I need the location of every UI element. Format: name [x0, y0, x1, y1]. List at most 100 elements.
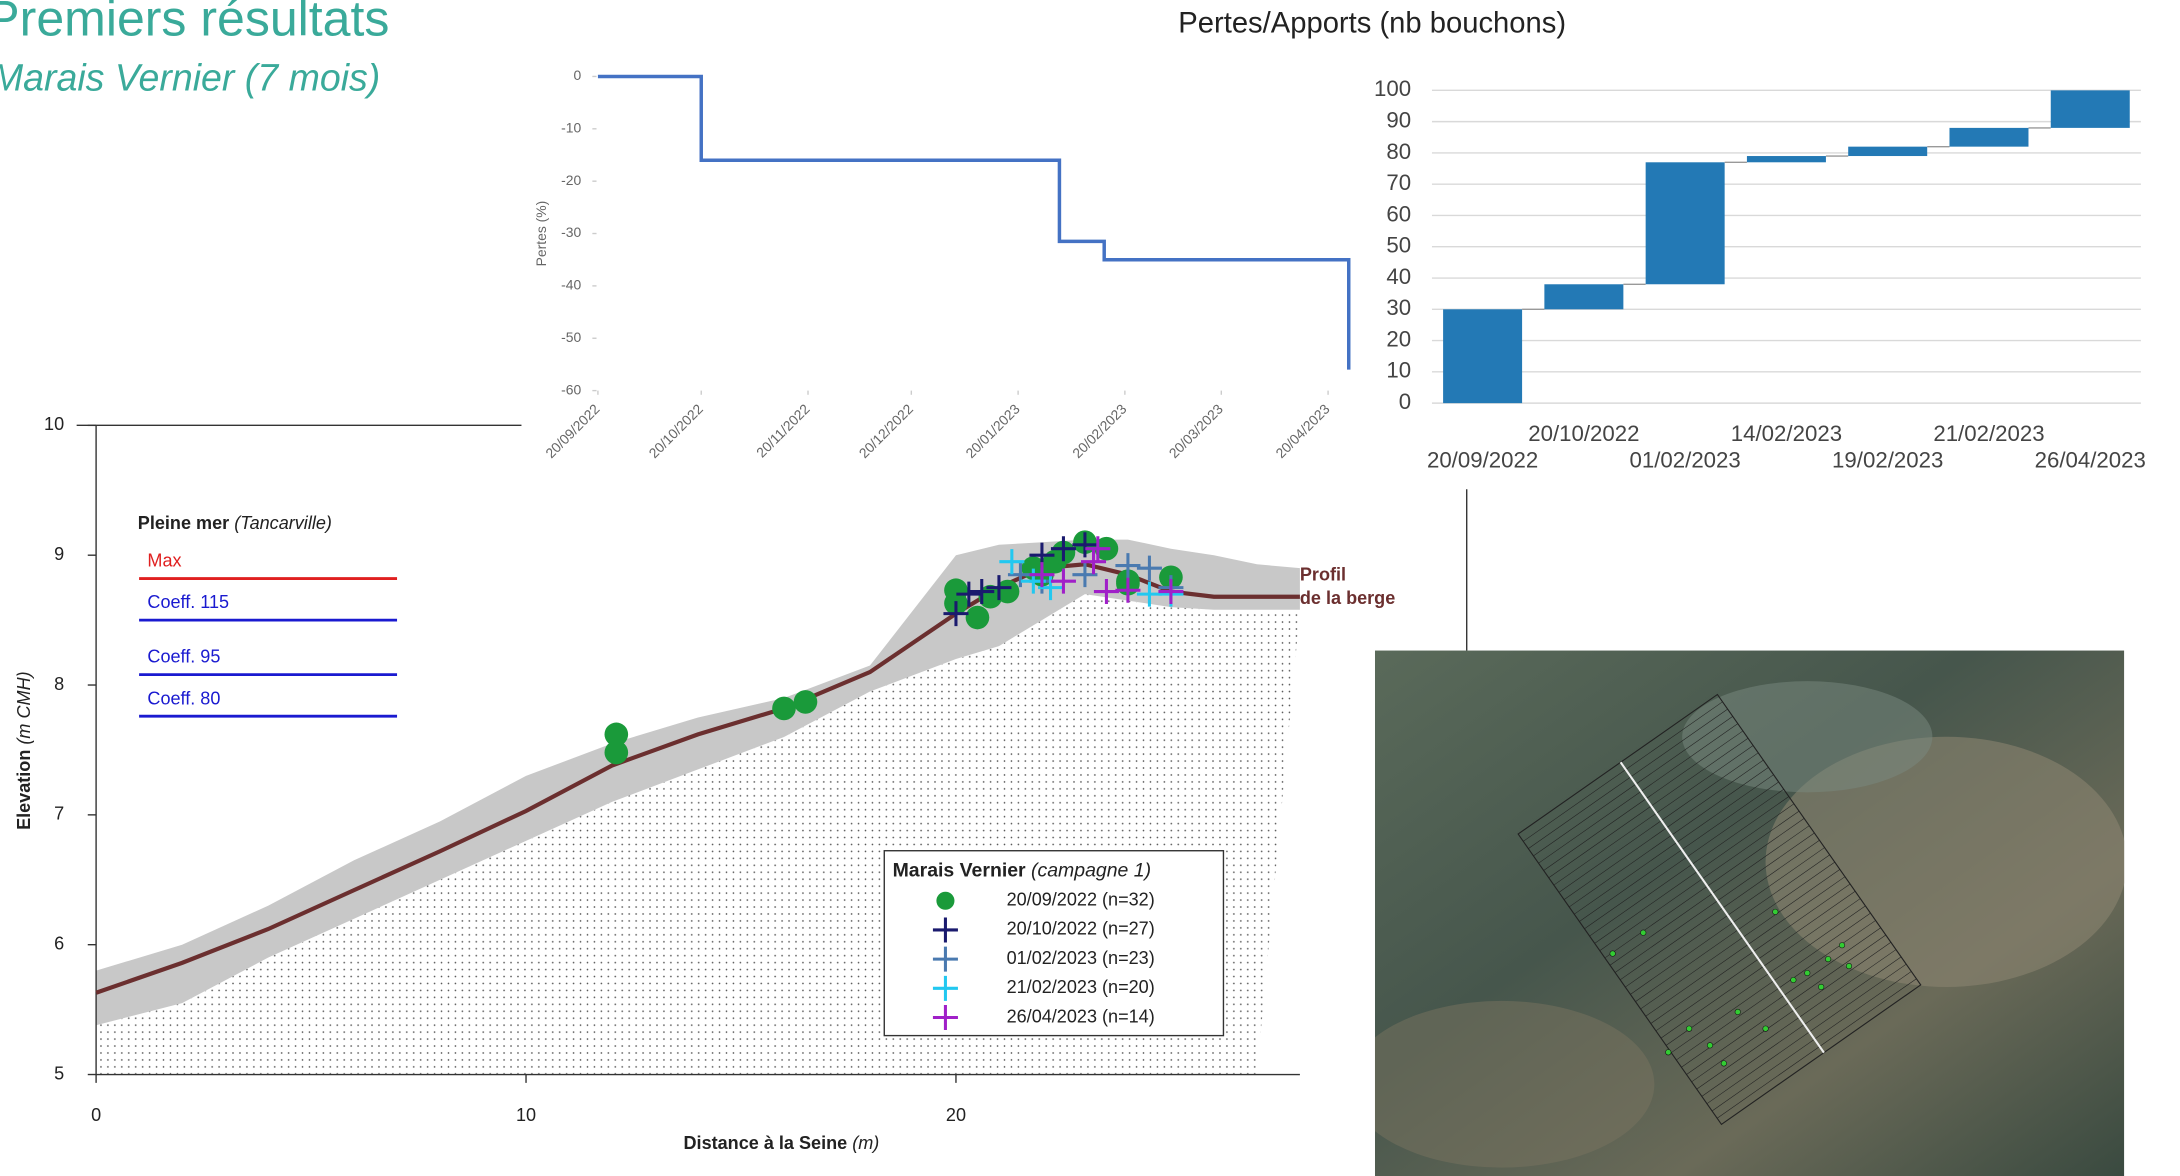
text-part: Elevation — [14, 750, 34, 830]
text-part: Marais Vernier — [893, 860, 1026, 882]
y-tick-label: -10 — [561, 119, 581, 135]
x-tick-label: 20 — [946, 1105, 966, 1125]
y-tick-label: 90 — [1386, 108, 1411, 133]
y-tick-label: 5 — [54, 1063, 64, 1083]
reference-label: Max — [147, 551, 181, 571]
x-tick-label: 0 — [91, 1105, 101, 1125]
y-tick-label: 10 — [1386, 358, 1411, 383]
point — [969, 579, 995, 605]
legend-label: 21/02/2023 (n=20) — [1007, 977, 1155, 997]
x-tick-label: 19/02/2023 — [1832, 447, 1943, 472]
point — [1072, 562, 1098, 588]
x-tick-label: 20/04/2023 — [1272, 401, 1333, 462]
point — [1050, 536, 1076, 562]
y-tick-label: 40 — [1386, 264, 1411, 289]
point — [1038, 575, 1064, 601]
y-tick-label: 0 — [573, 67, 581, 83]
x-tick-label: 20/03/2023 — [1166, 401, 1227, 462]
y-tick-label: 0 — [1399, 389, 1411, 414]
point — [1136, 555, 1162, 581]
x-tick-label: 20/09/2022 — [542, 401, 603, 462]
x-tick-label: 10 — [516, 1105, 536, 1125]
x-tick-label: 20/12/2022 — [856, 401, 917, 462]
point — [1050, 568, 1076, 594]
aerial-photo — [1374, 650, 2125, 1176]
x-tick-label: 20/11/2022 — [753, 401, 813, 461]
x-tick-label: 20/02/2023 — [1069, 401, 1130, 462]
text-part: (campagne 1) — [1031, 860, 1151, 882]
x-tick-label: 01/02/2023 — [1630, 447, 1741, 472]
y-tick-label: 8 — [54, 674, 64, 694]
legend-marker — [932, 917, 958, 943]
point — [986, 575, 1012, 601]
x-tick-label: 21/02/2023 — [1933, 421, 2044, 446]
y-tick-label: -30 — [561, 224, 581, 240]
bar — [1949, 127, 2029, 147]
reference-label: Coeff. 80 — [147, 688, 220, 708]
chart-title: Pertes/Apports (nb bouchons) — [1178, 8, 1566, 40]
x-axis-label: Distance à la Seine (m) — [684, 1133, 880, 1153]
text-part: (m CMH) — [14, 671, 34, 744]
step-line — [597, 74, 1351, 370]
point — [1136, 581, 1162, 607]
point — [1007, 562, 1033, 588]
y-tick-label: 20 — [1386, 326, 1411, 351]
y-tick-label: 10 — [44, 414, 64, 434]
point — [1115, 553, 1141, 579]
text-part: Pleine mer — [138, 513, 229, 533]
bar — [1848, 146, 1928, 157]
profile-label: Profil — [1300, 564, 1346, 584]
point — [1072, 532, 1098, 558]
y-tick-label: 70 — [1386, 170, 1411, 195]
y-tick-label: -40 — [561, 277, 581, 293]
slide-title: Premiers résultats — [0, 0, 389, 46]
y-tick-label: 50 — [1386, 233, 1411, 258]
point — [995, 579, 1020, 604]
legend-marker — [936, 891, 955, 910]
bar — [1443, 309, 1523, 404]
point — [1081, 549, 1107, 575]
text-part: (Tancarville) — [234, 513, 332, 533]
reference-label: Coeff. 95 — [147, 647, 220, 667]
point — [604, 722, 629, 747]
x-tick-label: 26/04/2023 — [2035, 447, 2146, 472]
y-tick-label: -50 — [561, 329, 581, 345]
y-tick-label: 9 — [54, 544, 64, 564]
x-tick-label: 20/10/2022 — [645, 401, 706, 462]
x-tick-label: 14/02/2023 — [1731, 421, 1842, 446]
legend-marker — [932, 975, 958, 1001]
legend-marker — [932, 946, 958, 972]
bar — [2050, 90, 2130, 128]
y-tick-label: 100 — [1374, 76, 1411, 101]
y-tick-label: 80 — [1386, 139, 1411, 164]
point — [1085, 536, 1111, 562]
bar — [1645, 162, 1725, 285]
y-axis-label: Elevation (m CMH) — [14, 671, 34, 830]
bar — [1746, 156, 1826, 163]
y-tick-label: 7 — [54, 804, 64, 824]
point — [999, 549, 1025, 575]
point — [956, 581, 982, 607]
legend-title: Marais Vernier (campagne 1) — [893, 860, 1151, 882]
bar — [1544, 284, 1624, 310]
point — [943, 601, 969, 627]
y-tick-label: -20 — [561, 172, 581, 188]
legend-label: 26/04/2023 (n=14) — [1007, 1006, 1155, 1026]
point — [1115, 577, 1141, 603]
reference-title: Pleine mer (Tancarville) — [138, 513, 332, 533]
y-tick-label: 6 — [54, 933, 64, 953]
slide-subtitle: Marais Vernier (7 mois) — [0, 57, 380, 99]
legend-label: 20/09/2022 (n=32) — [1007, 890, 1155, 910]
point — [793, 690, 818, 714]
point — [965, 605, 990, 630]
x-tick-label: 20/10/2022 — [1528, 421, 1639, 446]
legend-marker — [932, 1005, 958, 1031]
point — [604, 740, 629, 765]
point — [1158, 579, 1184, 605]
point — [772, 696, 796, 721]
y-tick-label: -60 — [561, 381, 581, 397]
reference-label: Coeff. 115 — [147, 592, 229, 612]
y-tick-label: 60 — [1386, 201, 1411, 226]
